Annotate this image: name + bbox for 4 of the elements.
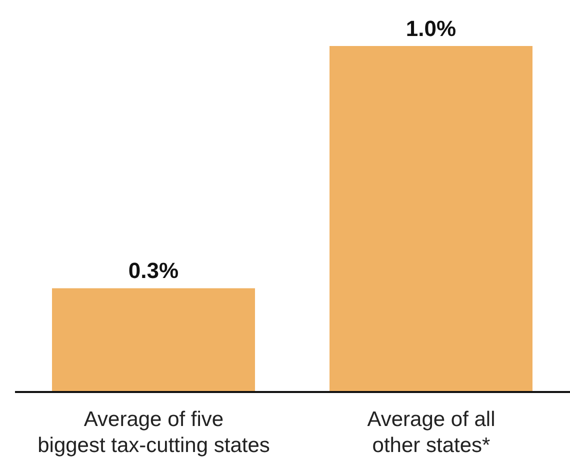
data-label: 1.0% — [406, 16, 456, 41]
x-tick-label: Average of all other states* — [367, 408, 496, 457]
x-tick-label: Average of five biggest tax-cutting states — [38, 408, 270, 457]
data-label: 0.3% — [128, 258, 179, 284]
